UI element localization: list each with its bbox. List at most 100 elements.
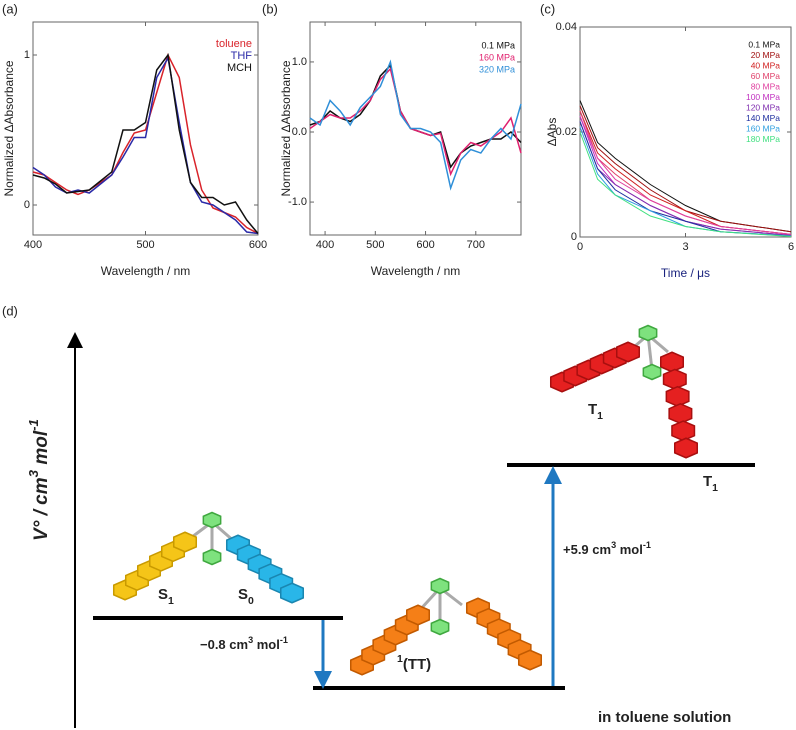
x-axis-label: Wavelength / nm [371,264,461,278]
panel-label: (a) [2,1,18,16]
y-tick-label: 0.0 [292,126,307,138]
data-line [579,131,792,237]
panel-label: (c) [540,1,555,16]
y-axis-label: Normalized ΔAbsorbance [2,60,16,196]
ring [659,351,685,373]
legend-entry: 60 MPa [751,71,781,81]
legend-entry: 120 MPa [746,102,780,112]
ring [202,548,222,566]
x-tick-label: 500 [366,239,384,251]
panel-label: (d) [2,303,18,318]
x-tick-label: 0 [577,241,583,253]
panel-label: (b) [262,1,278,16]
label-text: mol [31,430,52,470]
label-sup: -1 [643,540,651,550]
x-axis-label: Time / μs [661,266,710,280]
ring [665,385,690,407]
y-tick-label: 0.04 [556,21,577,33]
x-tick-label: 6 [788,241,794,253]
y-tick-label: 0.02 [556,126,577,138]
y-tick-label: 0 [24,199,30,211]
label-text: mol [616,542,643,557]
legend-entry: toluene [216,38,252,50]
ring [673,437,699,459]
label-text: T [703,473,712,490]
label: V° / cm3 mol-1 [26,419,52,541]
ring [405,604,431,626]
legend-entry: 20 MPa [751,50,781,60]
label-text: mol [253,637,280,652]
legend-entry: 140 MPa [746,113,780,123]
y-tick-label: 1 [24,49,30,61]
x-tick-label: 3 [682,241,688,253]
x-tick-label: 400 [24,239,42,251]
legend-entry: 40 MPa [751,60,781,70]
y-tick-label: 0 [571,231,577,243]
legend-entry: 160 MPa [479,52,515,62]
label: S0 [238,586,254,607]
legend-entry: 160 MPa [746,123,780,133]
ring [430,618,450,636]
data-line [309,63,522,169]
ring [668,403,693,425]
label-text: V° [31,520,52,541]
label-text: S [238,586,248,603]
label-text: (TT) [403,656,431,673]
label-sub: 1 [597,410,603,422]
label: −0.8 cm3 mol-1 [200,635,288,652]
legend-entry: 80 MPa [751,81,781,91]
label-sub: 0 [248,595,254,607]
legend-entry: 0.1 MPa [481,40,515,50]
label-sup: -1 [280,635,288,645]
ring [517,649,543,671]
ring [202,511,222,529]
note: in toluene solution [598,709,731,726]
y-axis-label: ΔAbs [545,118,559,147]
legend-entry: 320 MPa [479,64,515,74]
data-line [32,53,259,234]
data-line [32,55,259,235]
ring [662,368,687,390]
data-line [309,67,522,177]
label-sub: 1 [712,482,718,494]
x-tick-label: 600 [249,239,267,251]
legend-entry: 100 MPa [746,92,780,102]
legend-entry: 0.1 MPa [748,39,780,49]
label-text: +5.9 cm [563,542,611,557]
label-text: S [158,586,168,603]
x-tick-label: 700 [467,239,485,251]
ring [642,363,662,381]
x-axis-label: Wavelength / nm [101,264,191,278]
label-sup: -1 [26,419,41,431]
label-sup: 3 [26,469,41,477]
label: T1 [588,401,603,422]
x-tick-label: 500 [136,239,154,251]
ring [172,531,198,553]
y-tick-label: 1.0 [292,56,307,68]
legend-entry: 180 MPa [746,134,780,144]
x-tick-label: 600 [416,239,434,251]
label: S1 [158,586,174,607]
label-sup: 3 [611,540,616,550]
data-line [579,105,792,233]
ring [638,324,658,342]
label: 1(TT) [397,653,431,673]
legend-entry: MCH [227,62,252,74]
ring [615,341,641,363]
data-line [32,52,259,235]
data-line [579,116,792,235]
label-text: / cm [31,477,52,520]
label-sup: 1 [397,653,403,665]
label-text: −0.8 cm [200,637,248,652]
label-text: T [588,401,597,418]
ring [430,577,450,595]
ring [671,420,696,442]
label: +5.9 cm3 mol-1 [563,540,651,557]
x-tick-label: 400 [316,239,334,251]
legend-entry: THF [231,50,253,62]
label-sub: 1 [168,595,174,607]
y-tick-label: -1.0 [288,196,307,208]
